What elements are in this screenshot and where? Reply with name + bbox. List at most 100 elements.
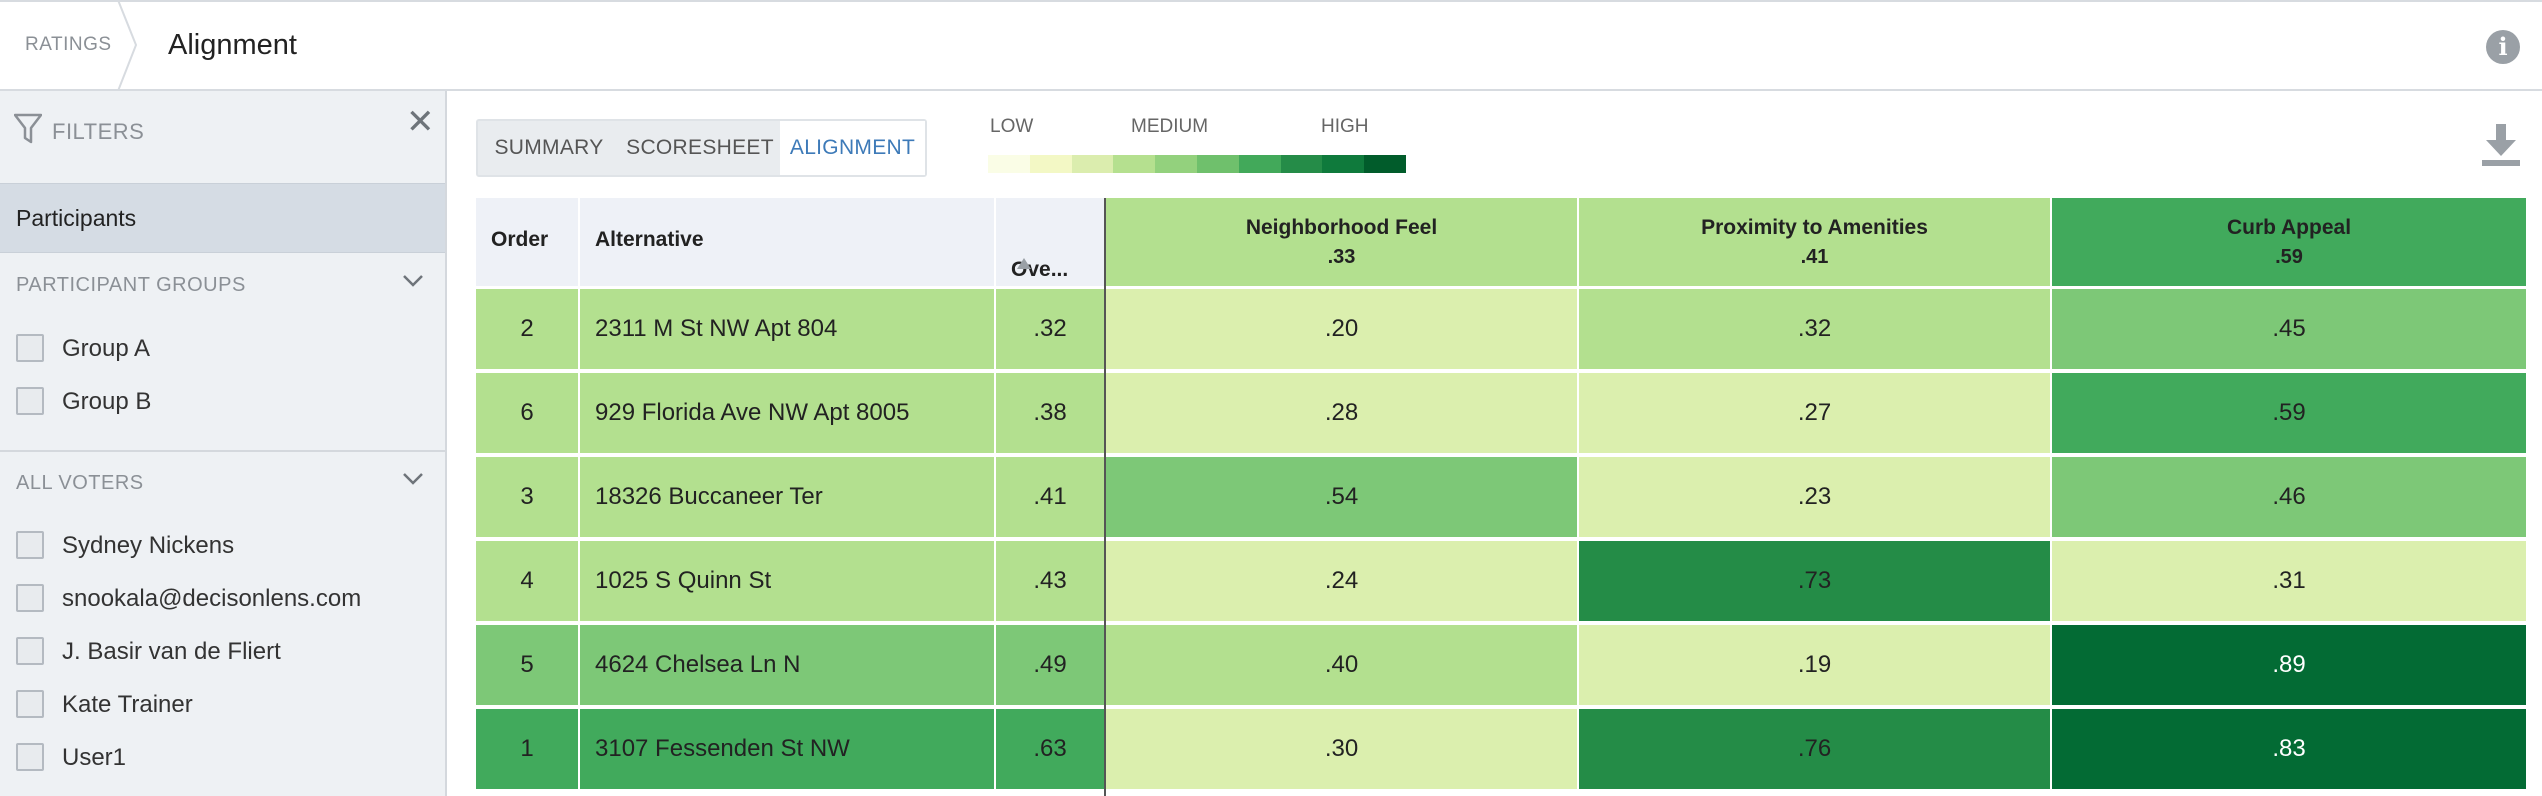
criterion-score-cell: .30 bbox=[1106, 709, 1577, 789]
checkbox-row-group-b[interactable]: Group B bbox=[16, 384, 436, 420]
checkbox-row-voter[interactable]: User1 bbox=[16, 740, 436, 776]
tab-summary[interactable]: SUMMARY bbox=[494, 136, 604, 159]
checkbox-row-group-a[interactable]: Group A bbox=[16, 331, 436, 367]
overall-score-cell: .43 bbox=[996, 541, 1104, 621]
section-divider bbox=[0, 450, 445, 452]
legend-swatch bbox=[1155, 155, 1197, 173]
column-header-criterion[interactable]: Curb Appeal .59 bbox=[2052, 198, 2526, 286]
criterion-score-cell: .83 bbox=[2052, 709, 2526, 789]
column-header-criterion[interactable]: Proximity to Amenities .41 bbox=[1579, 198, 2050, 286]
legend-swatch bbox=[1364, 155, 1406, 173]
checkbox[interactable] bbox=[16, 387, 44, 415]
legend-medium-label: MEDIUM bbox=[1131, 116, 1209, 137]
overall-score-cell: .38 bbox=[996, 373, 1104, 453]
overall-score-cell: .49 bbox=[996, 625, 1104, 705]
filters-header: FILTERS ✕ bbox=[0, 91, 445, 167]
page-title: Alignment bbox=[168, 29, 297, 61]
overall-score-cell: .63 bbox=[996, 709, 1104, 789]
column-header-criterion[interactable]: Neighborhood Feel .33 bbox=[1106, 198, 1577, 286]
column-header-overall[interactable]: Ove... bbox=[996, 198, 1104, 286]
checkbox-row-voter[interactable]: snookala@decisonlens.com bbox=[16, 581, 436, 617]
legend-swatch bbox=[1238, 155, 1281, 173]
column-header-alternative[interactable]: Alternative bbox=[580, 198, 994, 286]
criterion-name: Neighborhood Feel bbox=[1245, 216, 1438, 239]
checkbox[interactable] bbox=[16, 743, 44, 771]
column-divider bbox=[1104, 198, 1106, 796]
criterion-score-cell: .40 bbox=[1106, 625, 1577, 705]
checkbox-label: snookala@decisonlens.com bbox=[62, 585, 362, 612]
criterion-score-cell: .24 bbox=[1106, 541, 1577, 621]
all-voters-header[interactable]: ALL VOTERS bbox=[0, 452, 445, 512]
color-scale-legend bbox=[988, 155, 1406, 173]
criterion-score-cell: .20 bbox=[1106, 289, 1577, 369]
legend-swatch bbox=[1029, 155, 1072, 173]
criterion-weight: .41 bbox=[1800, 246, 1829, 268]
criterion-score-cell: .73 bbox=[1579, 541, 2050, 621]
column-header-order[interactable]: Order bbox=[476, 198, 578, 286]
legend-swatch bbox=[1280, 155, 1323, 173]
criterion-score-cell: .54 bbox=[1106, 457, 1577, 537]
alternative-cell: 18326 Buccaneer Ter bbox=[580, 457, 994, 537]
criterion-score-cell: .89 bbox=[2052, 625, 2526, 705]
criterion-weight: .33 bbox=[1327, 246, 1356, 268]
checkbox-label: Sydney Nickens bbox=[62, 532, 235, 559]
legend-swatch bbox=[1071, 155, 1114, 173]
overall-score-cell: .32 bbox=[996, 289, 1104, 369]
criterion-score-cell: .76 bbox=[1579, 709, 2050, 789]
checkbox-label: Group A bbox=[62, 335, 151, 362]
criterion-score-cell: .31 bbox=[2052, 541, 2526, 621]
criterion-name: Curb Appeal bbox=[2226, 216, 2352, 239]
tab-alignment[interactable]: ALIGNMENT bbox=[780, 121, 925, 175]
checkbox-label: User1 bbox=[62, 744, 127, 771]
order-cell: 2 bbox=[476, 289, 578, 369]
participants-tab-label: Participants bbox=[16, 205, 137, 231]
overall-score-cell: .41 bbox=[996, 457, 1104, 537]
alternative-cell: 4624 Chelsea Ln N bbox=[580, 625, 994, 705]
close-icon[interactable]: ✕ bbox=[406, 103, 435, 141]
checkbox-row-voter[interactable]: Sydney Nickens bbox=[16, 528, 436, 564]
order-cell: 3 bbox=[476, 457, 578, 537]
legend-swatch bbox=[1196, 155, 1239, 173]
legend-low-label: LOW bbox=[990, 116, 1034, 137]
download-icon[interactable] bbox=[2480, 122, 2522, 168]
criterion-score-cell: .23 bbox=[1579, 457, 2050, 537]
checkbox[interactable] bbox=[16, 334, 44, 362]
participant-groups-header[interactable]: PARTICIPANT GROUPS bbox=[0, 254, 445, 314]
sort-ascending-icon[interactable] bbox=[1017, 258, 1031, 269]
view-tabs: SUMMARY SCORESHEET ALIGNMENT bbox=[476, 119, 927, 177]
checkbox-row-voter[interactable]: J. Basir van de Fliert bbox=[16, 634, 436, 670]
participants-tab[interactable]: Participants bbox=[0, 183, 445, 253]
chevron-down-icon[interactable] bbox=[402, 274, 424, 288]
criterion-score-cell: .28 bbox=[1106, 373, 1577, 453]
alternative-cell: 3107 Fessenden St NW bbox=[580, 709, 994, 789]
checkbox[interactable] bbox=[16, 531, 44, 559]
chevron-down-icon[interactable] bbox=[402, 472, 424, 486]
alternative-cell: 929 Florida Ave NW Apt 8005 bbox=[580, 373, 994, 453]
checkbox[interactable] bbox=[16, 637, 44, 665]
breadcrumb-ratings[interactable]: RATINGS bbox=[25, 34, 112, 55]
legend-high-label: HIGH bbox=[1321, 116, 1369, 137]
checkbox[interactable] bbox=[16, 584, 44, 612]
criterion-score-cell: .45 bbox=[2052, 289, 2526, 369]
criterion-score-cell: .27 bbox=[1579, 373, 2050, 453]
legend-swatch bbox=[988, 155, 1030, 173]
criterion-score-cell: .32 bbox=[1579, 289, 2050, 369]
alternative-cell: 2311 M St NW Apt 804 bbox=[580, 289, 994, 369]
legend-swatch bbox=[1113, 155, 1156, 173]
checkbox[interactable] bbox=[16, 690, 44, 718]
filter-funnel-icon bbox=[14, 113, 42, 144]
alternative-cell: 1025 S Quinn St bbox=[580, 541, 994, 621]
alignment-table: Order Alternative Ove... Neighborhood Fe… bbox=[476, 198, 2526, 796]
checkbox-row-voter[interactable]: Kate Trainer bbox=[16, 687, 436, 723]
filters-label: FILTERS bbox=[52, 119, 145, 144]
criterion-score-cell: .19 bbox=[1579, 625, 2050, 705]
checkbox-label: Kate Trainer bbox=[62, 691, 193, 718]
column-header-label: Order bbox=[491, 228, 549, 251]
tab-scoresheet[interactable]: SCORESHEET bbox=[626, 136, 774, 159]
participant-groups-label: PARTICIPANT GROUPS bbox=[16, 274, 246, 296]
breadcrumb-separator-icon bbox=[117, 0, 138, 91]
column-header-label: Alternative bbox=[595, 228, 704, 251]
order-cell: 1 bbox=[476, 709, 578, 789]
legend-swatch bbox=[1322, 155, 1365, 173]
info-icon[interactable]: i bbox=[2486, 30, 2520, 64]
